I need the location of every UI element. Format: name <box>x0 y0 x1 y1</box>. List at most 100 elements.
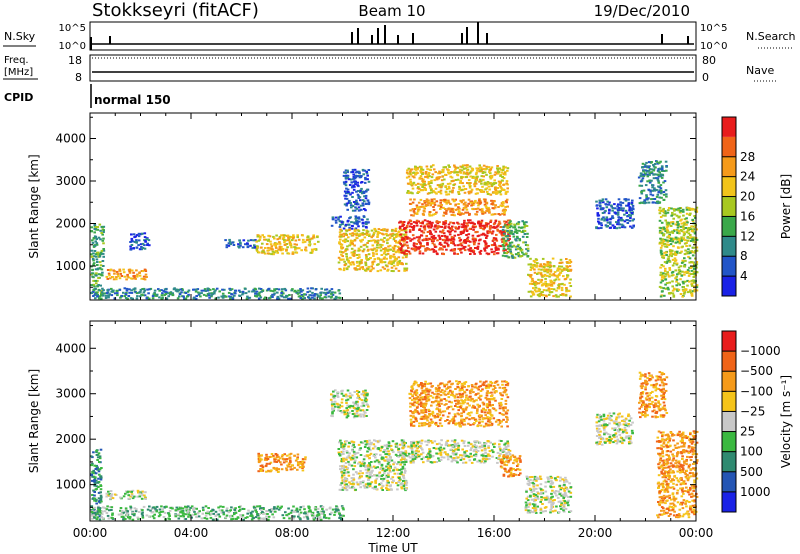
data-pixel <box>285 467 288 470</box>
data-pixel <box>502 183 505 186</box>
data-pixel <box>122 515 125 518</box>
data-pixel <box>505 255 509 258</box>
data-pixel <box>333 513 336 516</box>
data-pixel <box>685 231 688 234</box>
data-pixel <box>242 239 246 242</box>
data-pixel <box>624 209 628 212</box>
data-pixel <box>366 199 370 202</box>
data-pixel <box>289 459 292 462</box>
data-pixel <box>344 192 348 195</box>
data-pixel <box>665 254 668 256</box>
data-pixel <box>200 289 204 292</box>
data-pixel <box>475 179 479 182</box>
data-pixel <box>680 274 684 277</box>
data-pixel <box>653 163 657 165</box>
data-pixel <box>483 234 487 237</box>
data-pixel <box>400 251 403 254</box>
data-pixel <box>379 243 382 246</box>
data-pixel <box>429 232 432 235</box>
data-pixel <box>220 295 223 298</box>
data-pixel <box>104 297 108 299</box>
data-pixel <box>260 454 263 457</box>
data-pixel <box>204 290 208 292</box>
date-title: 19/Dec/2010 <box>594 2 690 20</box>
data-pixel <box>508 245 512 248</box>
data-pixel <box>239 242 242 245</box>
data-pixel <box>356 261 359 264</box>
data-pixel <box>595 200 598 203</box>
data-pixel <box>130 237 134 240</box>
data-pixel <box>355 190 358 193</box>
data-pixel <box>454 230 457 233</box>
freq-left-top: 18 <box>68 54 82 67</box>
data-pixel <box>316 236 319 239</box>
data-pixel <box>683 233 686 235</box>
data-pixel <box>352 188 356 191</box>
data-pixel <box>102 231 105 233</box>
data-pixel <box>276 505 280 508</box>
data-pixel <box>456 208 459 211</box>
data-pixel <box>395 233 399 235</box>
data-pixel <box>525 248 528 251</box>
data-pixel <box>498 213 502 216</box>
data-pixel <box>631 213 634 216</box>
data-pixel <box>322 510 325 513</box>
data-pixel <box>340 229 343 232</box>
data-pixel <box>323 291 326 294</box>
data-pixel <box>119 296 122 299</box>
data-pixel <box>345 407 348 410</box>
data-pixel <box>639 174 643 177</box>
colorbar-segment <box>722 276 736 296</box>
data-pixel <box>174 509 178 512</box>
data-pixel <box>606 218 609 221</box>
data-pixel <box>664 267 667 270</box>
data-pixel <box>461 165 464 168</box>
data-pixel <box>464 226 468 229</box>
data-pixel <box>673 257 677 260</box>
data-pixel <box>683 271 686 274</box>
data-pixel <box>667 234 671 237</box>
data-pixel <box>555 295 558 298</box>
data-pixel <box>426 241 429 244</box>
data-pixel <box>376 257 380 260</box>
data-pixel <box>444 191 448 194</box>
data-pixel <box>541 275 544 278</box>
data-pixel <box>366 178 369 181</box>
data-pixel <box>314 508 317 511</box>
data-pixel <box>660 290 664 293</box>
data-pixel <box>90 230 93 233</box>
data-pixel <box>93 224 97 226</box>
data-pixel <box>492 223 496 226</box>
data-pixel <box>328 513 332 516</box>
data-pixel <box>323 296 327 299</box>
data-pixel <box>457 203 460 205</box>
colorbar-segment <box>722 156 736 177</box>
data-pixel <box>355 407 359 410</box>
data-pixel <box>603 218 607 221</box>
data-pixel <box>391 232 395 235</box>
data-pixel <box>566 261 569 264</box>
data-pixel <box>435 200 439 203</box>
data-pixel <box>423 207 426 210</box>
data-pixel <box>246 512 249 515</box>
data-pixel <box>334 219 338 222</box>
data-pixel <box>310 237 313 240</box>
data-pixel <box>100 513 104 516</box>
data-pixel <box>276 295 280 298</box>
data-pixel <box>404 238 407 241</box>
data-pixel <box>272 516 276 519</box>
data-pixel <box>344 171 347 174</box>
data-pixel <box>351 209 355 212</box>
data-pixel <box>476 201 479 204</box>
data-pixel <box>449 203 452 205</box>
freq-right-top: 80 <box>702 54 716 67</box>
data-pixel <box>273 289 277 292</box>
data-pixel <box>671 240 674 243</box>
data-pixel <box>677 266 681 269</box>
data-pixel <box>100 467 103 469</box>
data-pixel <box>470 188 474 191</box>
data-pixel <box>340 398 344 401</box>
data-pixel <box>264 247 267 249</box>
data-pixel <box>261 468 264 471</box>
data-pixel <box>552 281 556 284</box>
